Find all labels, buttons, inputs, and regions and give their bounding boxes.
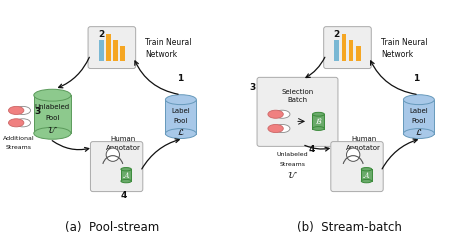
- Ellipse shape: [121, 168, 131, 171]
- FancyArrowPatch shape: [306, 57, 325, 78]
- Bar: [356, 46, 361, 61]
- FancyArrowPatch shape: [142, 139, 179, 169]
- Bar: [334, 40, 339, 61]
- Text: $\mathcal{B}$: $\mathcal{B}$: [315, 116, 322, 126]
- Text: 4: 4: [120, 191, 127, 200]
- Ellipse shape: [404, 129, 435, 139]
- Text: 3: 3: [34, 107, 40, 116]
- Ellipse shape: [268, 110, 283, 118]
- Text: Batch: Batch: [288, 97, 307, 104]
- Text: Unlabeled: Unlabeled: [35, 104, 70, 110]
- FancyArrowPatch shape: [305, 145, 329, 151]
- Text: (b)  Stream-batch: (b) Stream-batch: [298, 221, 402, 234]
- Ellipse shape: [15, 119, 30, 127]
- Bar: [313, 114, 325, 129]
- Bar: [348, 40, 353, 61]
- Circle shape: [106, 148, 119, 161]
- Ellipse shape: [275, 124, 290, 133]
- Text: Train Neural: Train Neural: [381, 38, 427, 47]
- Text: Pool: Pool: [174, 118, 188, 124]
- FancyArrowPatch shape: [52, 141, 89, 151]
- Ellipse shape: [9, 119, 24, 127]
- Text: Additional: Additional: [3, 135, 35, 141]
- Ellipse shape: [34, 89, 71, 101]
- Text: Network: Network: [145, 50, 177, 59]
- Text: 1: 1: [177, 74, 183, 83]
- FancyBboxPatch shape: [257, 77, 338, 146]
- Text: Human: Human: [351, 136, 377, 143]
- Ellipse shape: [15, 106, 30, 114]
- Ellipse shape: [268, 124, 283, 133]
- Text: Train Neural: Train Neural: [145, 38, 192, 47]
- Text: Streams: Streams: [280, 162, 306, 167]
- Ellipse shape: [166, 129, 196, 139]
- Text: Pool: Pool: [412, 118, 426, 124]
- Text: Annotator: Annotator: [106, 144, 141, 151]
- Text: 3: 3: [249, 83, 256, 92]
- FancyArrowPatch shape: [135, 61, 178, 94]
- Ellipse shape: [275, 110, 290, 118]
- Text: Human: Human: [110, 136, 136, 143]
- Bar: [361, 169, 372, 181]
- Text: Pool: Pool: [45, 115, 60, 121]
- Ellipse shape: [313, 127, 325, 130]
- Text: Label: Label: [409, 108, 428, 114]
- Ellipse shape: [166, 95, 196, 105]
- FancyBboxPatch shape: [88, 27, 136, 69]
- Ellipse shape: [361, 168, 372, 171]
- Text: 2: 2: [333, 30, 339, 39]
- Text: Label: Label: [171, 108, 190, 114]
- FancyBboxPatch shape: [90, 142, 143, 192]
- Circle shape: [347, 148, 360, 161]
- Text: Selection: Selection: [281, 89, 314, 95]
- Ellipse shape: [34, 127, 71, 139]
- FancyBboxPatch shape: [331, 142, 383, 192]
- Text: $\mathcal{U}$: $\mathcal{U}$: [47, 124, 58, 135]
- Ellipse shape: [9, 106, 24, 114]
- Text: Unlabeled: Unlabeled: [277, 152, 308, 157]
- FancyArrowPatch shape: [59, 57, 89, 88]
- Text: Network: Network: [381, 50, 413, 59]
- Text: (a)  Pool-stream: (a) Pool-stream: [65, 221, 159, 234]
- Text: 1: 1: [413, 74, 420, 83]
- Bar: [113, 40, 118, 61]
- Ellipse shape: [361, 179, 372, 183]
- Bar: [342, 34, 347, 61]
- Bar: [404, 100, 435, 134]
- Bar: [121, 169, 131, 181]
- Text: $\mathcal{A}$: $\mathcal{A}$: [362, 171, 371, 180]
- Text: Streams: Streams: [6, 145, 32, 150]
- FancyArrowPatch shape: [371, 61, 416, 94]
- Ellipse shape: [121, 179, 131, 183]
- Bar: [166, 100, 197, 134]
- Text: Annotator: Annotator: [346, 144, 381, 151]
- Text: $\mathcal{A}$: $\mathcal{A}$: [122, 171, 130, 180]
- Bar: [34, 95, 71, 133]
- Text: 4: 4: [308, 145, 315, 154]
- Ellipse shape: [313, 112, 325, 116]
- Ellipse shape: [404, 95, 435, 105]
- Text: $\mathcal{L}$: $\mathcal{L}$: [415, 127, 423, 137]
- FancyArrowPatch shape: [382, 139, 417, 169]
- Text: 2: 2: [98, 30, 105, 39]
- Bar: [106, 34, 110, 61]
- Text: $\mathcal{L}$: $\mathcal{L}$: [177, 127, 185, 137]
- Bar: [120, 46, 125, 61]
- Bar: [99, 40, 104, 61]
- Text: $\mathcal{U}$: $\mathcal{U}$: [288, 169, 298, 180]
- FancyBboxPatch shape: [324, 27, 371, 69]
